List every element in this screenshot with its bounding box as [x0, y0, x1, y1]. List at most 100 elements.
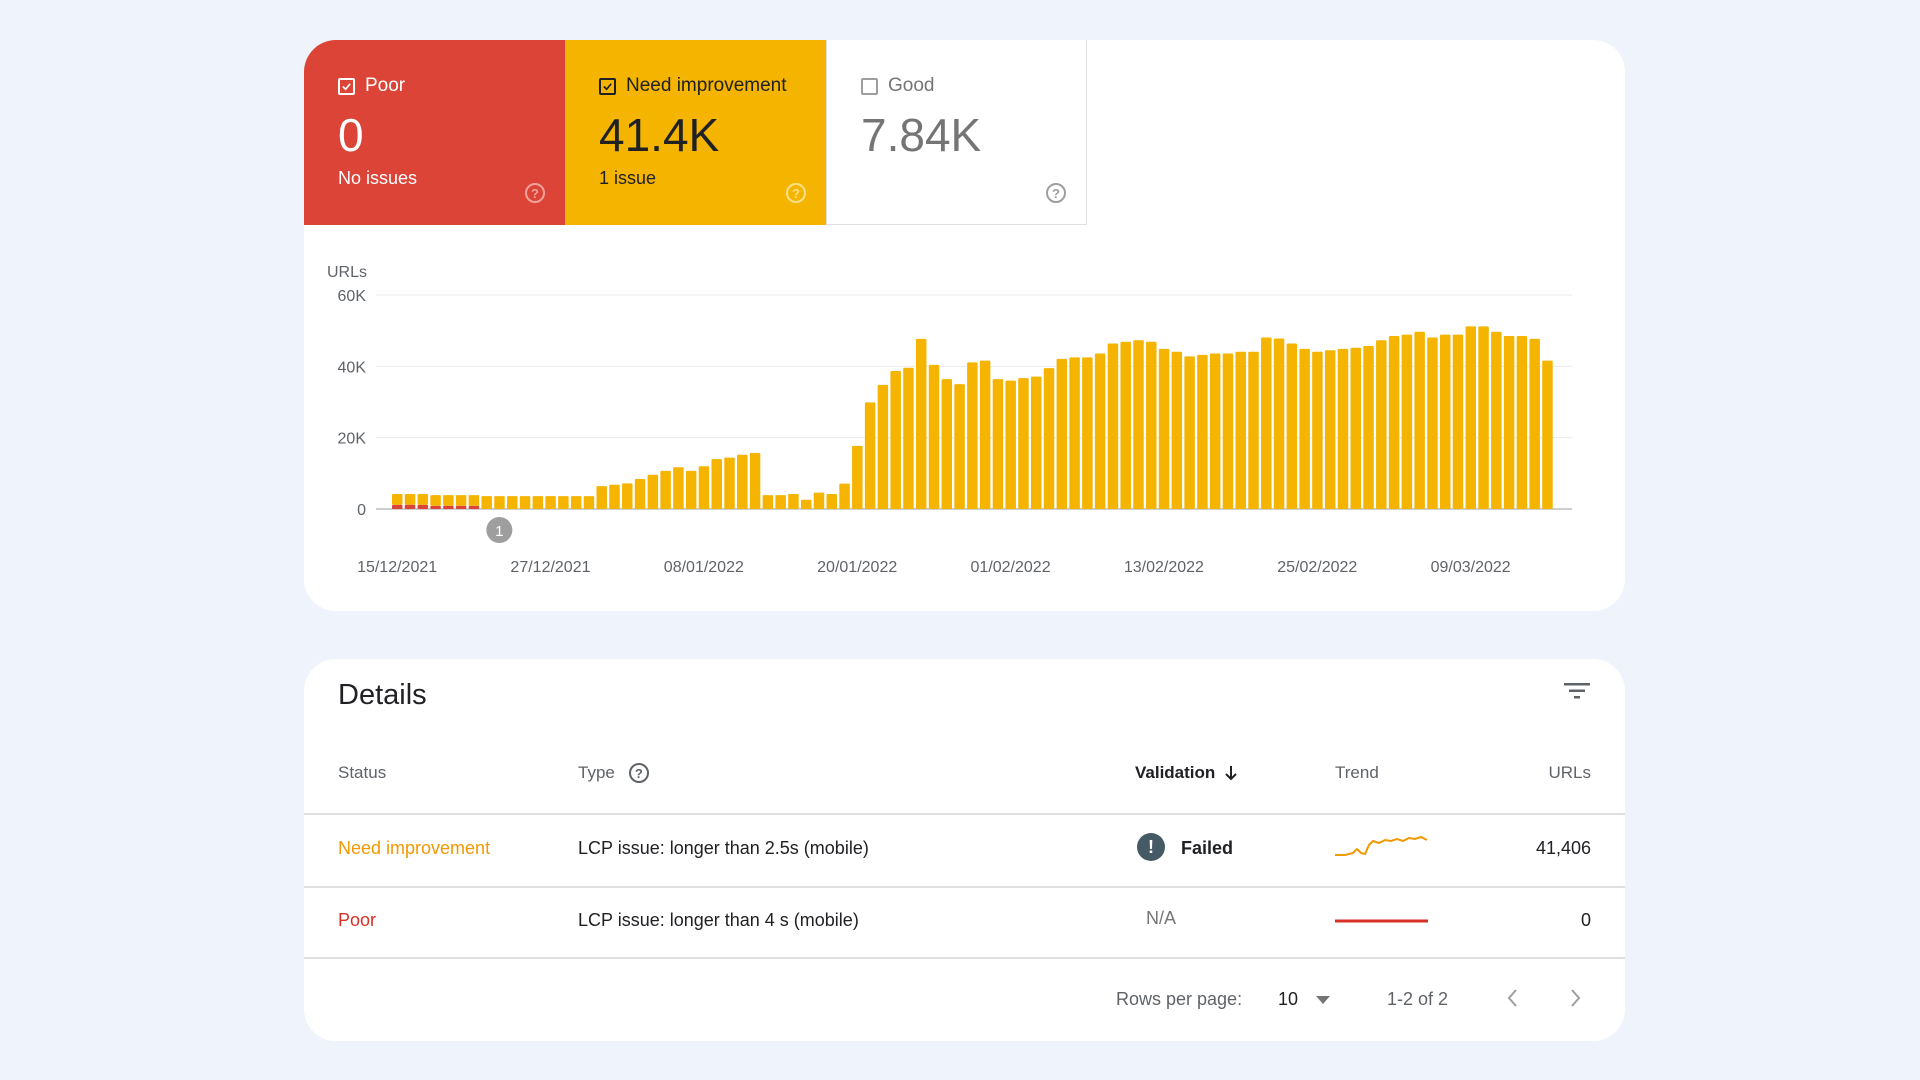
bar-need_improvement [647, 474, 659, 509]
filter-icon[interactable] [1563, 679, 1591, 708]
bar-need_improvement [1516, 336, 1528, 509]
bar-need_improvement [404, 494, 416, 505]
bar-need_improvement [724, 457, 735, 509]
bar-need_improvement [1094, 353, 1106, 509]
bar-need_improvement [839, 483, 850, 509]
divider [304, 886, 1625, 888]
annotation-marker[interactable] [486, 517, 513, 543]
bar-need_improvement [1388, 336, 1400, 509]
x-tick-label: 27/12/2021 [510, 559, 590, 576]
bar-need_improvement [596, 486, 607, 509]
bar-need_improvement [481, 496, 492, 509]
tile-poor-sub: No issues [338, 168, 418, 188]
exclamation-circle-icon: ! [1137, 833, 1165, 861]
x-tick-label: 08/01/2022 [664, 559, 744, 576]
tile-good-label: Good [888, 75, 935, 96]
bar-need_improvement [430, 495, 441, 506]
tile-ni-label: Need improvement [626, 75, 787, 96]
trend-sparkline [1335, 835, 1428, 856]
bar-need_improvement [979, 360, 991, 509]
bar-need_improvement [967, 362, 978, 509]
bar-need_improvement [698, 466, 710, 509]
tile-poor[interactable]: Poor 0 No issues ? [304, 40, 565, 225]
bar-need_improvement [954, 384, 965, 509]
bar-need_improvement [788, 494, 799, 509]
bar-need_improvement [1248, 351, 1259, 509]
bar-need_improvement [1222, 353, 1234, 509]
bar-need_improvement [864, 402, 876, 509]
x-tick-label: 20/01/2022 [817, 559, 897, 576]
bar-need_improvement [992, 379, 1004, 509]
bar-need_improvement [1324, 350, 1336, 509]
bar-need_improvement [1082, 357, 1093, 509]
checkbox-unchecked-icon[interactable] [861, 77, 878, 95]
checkbox-checked-icon[interactable] [599, 77, 616, 95]
bar-need_improvement [570, 496, 582, 509]
tile-ni-value: 41.4K [599, 109, 720, 161]
bar-need_improvement [1529, 338, 1540, 509]
bar-poor [430, 505, 441, 509]
bar-need_improvement [1107, 343, 1119, 509]
bar-need_improvement [1235, 351, 1246, 509]
bar-need_improvement [1363, 346, 1374, 509]
bar-need_improvement [915, 338, 927, 509]
bar-need_improvement [737, 454, 748, 509]
y-tick-label: 60K [338, 288, 367, 305]
tile-good-label-row: Good [861, 75, 934, 97]
tile-need-improvement[interactable]: Need improvement 41.4K 1 issue ? [565, 40, 826, 225]
bar-need_improvement [1414, 331, 1425, 509]
tile-poor-value: 0 [338, 109, 364, 161]
column-header-type[interactable]: Type [578, 763, 615, 782]
column-header-urls[interactable]: URLs [1548, 763, 1591, 782]
trend-sparkline [1335, 919, 1428, 923]
arrow-down-icon [1225, 766, 1238, 781]
bar-need_improvement [877, 384, 889, 509]
rows-per-page-value: 10 [1278, 989, 1299, 1009]
bar-need_improvement [583, 496, 595, 509]
help-circle-icon[interactable]: ? [786, 183, 806, 203]
y-tick-label: 20K [338, 431, 367, 448]
tile-good[interactable]: Good 7.84K ? [826, 40, 1087, 225]
bar-need_improvement [1133, 340, 1144, 509]
bar-need_improvement [468, 495, 480, 506]
bar-poor [443, 505, 454, 509]
bar-need_improvement [941, 379, 953, 509]
help-circle-icon[interactable]: ? [628, 763, 649, 783]
chevron-left-icon[interactable] [1504, 987, 1520, 1009]
rows-per-page-select[interactable]: 10 [1274, 985, 1334, 1014]
bar-need_improvement [1056, 358, 1068, 509]
checkbox-checked-icon[interactable] [338, 77, 355, 95]
bar-need_improvement [1146, 341, 1157, 509]
bar-need_improvement [1542, 360, 1553, 509]
column-header-status[interactable]: Status [338, 763, 387, 782]
help-circle-icon[interactable]: ? [525, 183, 545, 203]
bar-need_improvement [417, 494, 429, 505]
row-type: LCP issue: longer than 4 s (mobile) [578, 910, 859, 930]
bar-need_improvement [507, 496, 518, 509]
caret-down-icon [1316, 995, 1331, 1004]
bar-need_improvement [1401, 334, 1413, 509]
column-header-trend: Trend [1335, 763, 1379, 782]
bar-poor [392, 504, 403, 509]
pagination-range: 1-2 of 2 [1387, 989, 1449, 1009]
bar-need_improvement [1261, 337, 1272, 509]
column-header-validation-wrap[interactable]: Validation [1135, 763, 1239, 783]
annotation-label: 1 [495, 523, 503, 540]
bar-need_improvement [1197, 354, 1208, 509]
x-tick-label: 15/12/2021 [357, 559, 437, 576]
bar-need_improvement [519, 496, 531, 509]
bar-need_improvement [1350, 347, 1361, 509]
chevron-right-icon[interactable] [1568, 987, 1584, 1009]
bar-need_improvement [928, 364, 940, 509]
x-tick-label: 25/02/2022 [1277, 559, 1357, 576]
bar-need_improvement [1120, 341, 1131, 509]
summary-card: Poor 0 No issues ? Need improvement 41.4… [304, 40, 1625, 611]
bar-need_improvement [609, 484, 620, 509]
bar-need_improvement [1209, 353, 1221, 509]
help-circle-icon[interactable]: ? [1046, 183, 1066, 203]
bar-need_improvement [749, 453, 761, 509]
bar-need_improvement [852, 445, 863, 509]
bar-need_improvement [392, 494, 403, 505]
bar-need_improvement [660, 470, 671, 509]
tile-ni-label-row: Need improvement [599, 75, 787, 97]
